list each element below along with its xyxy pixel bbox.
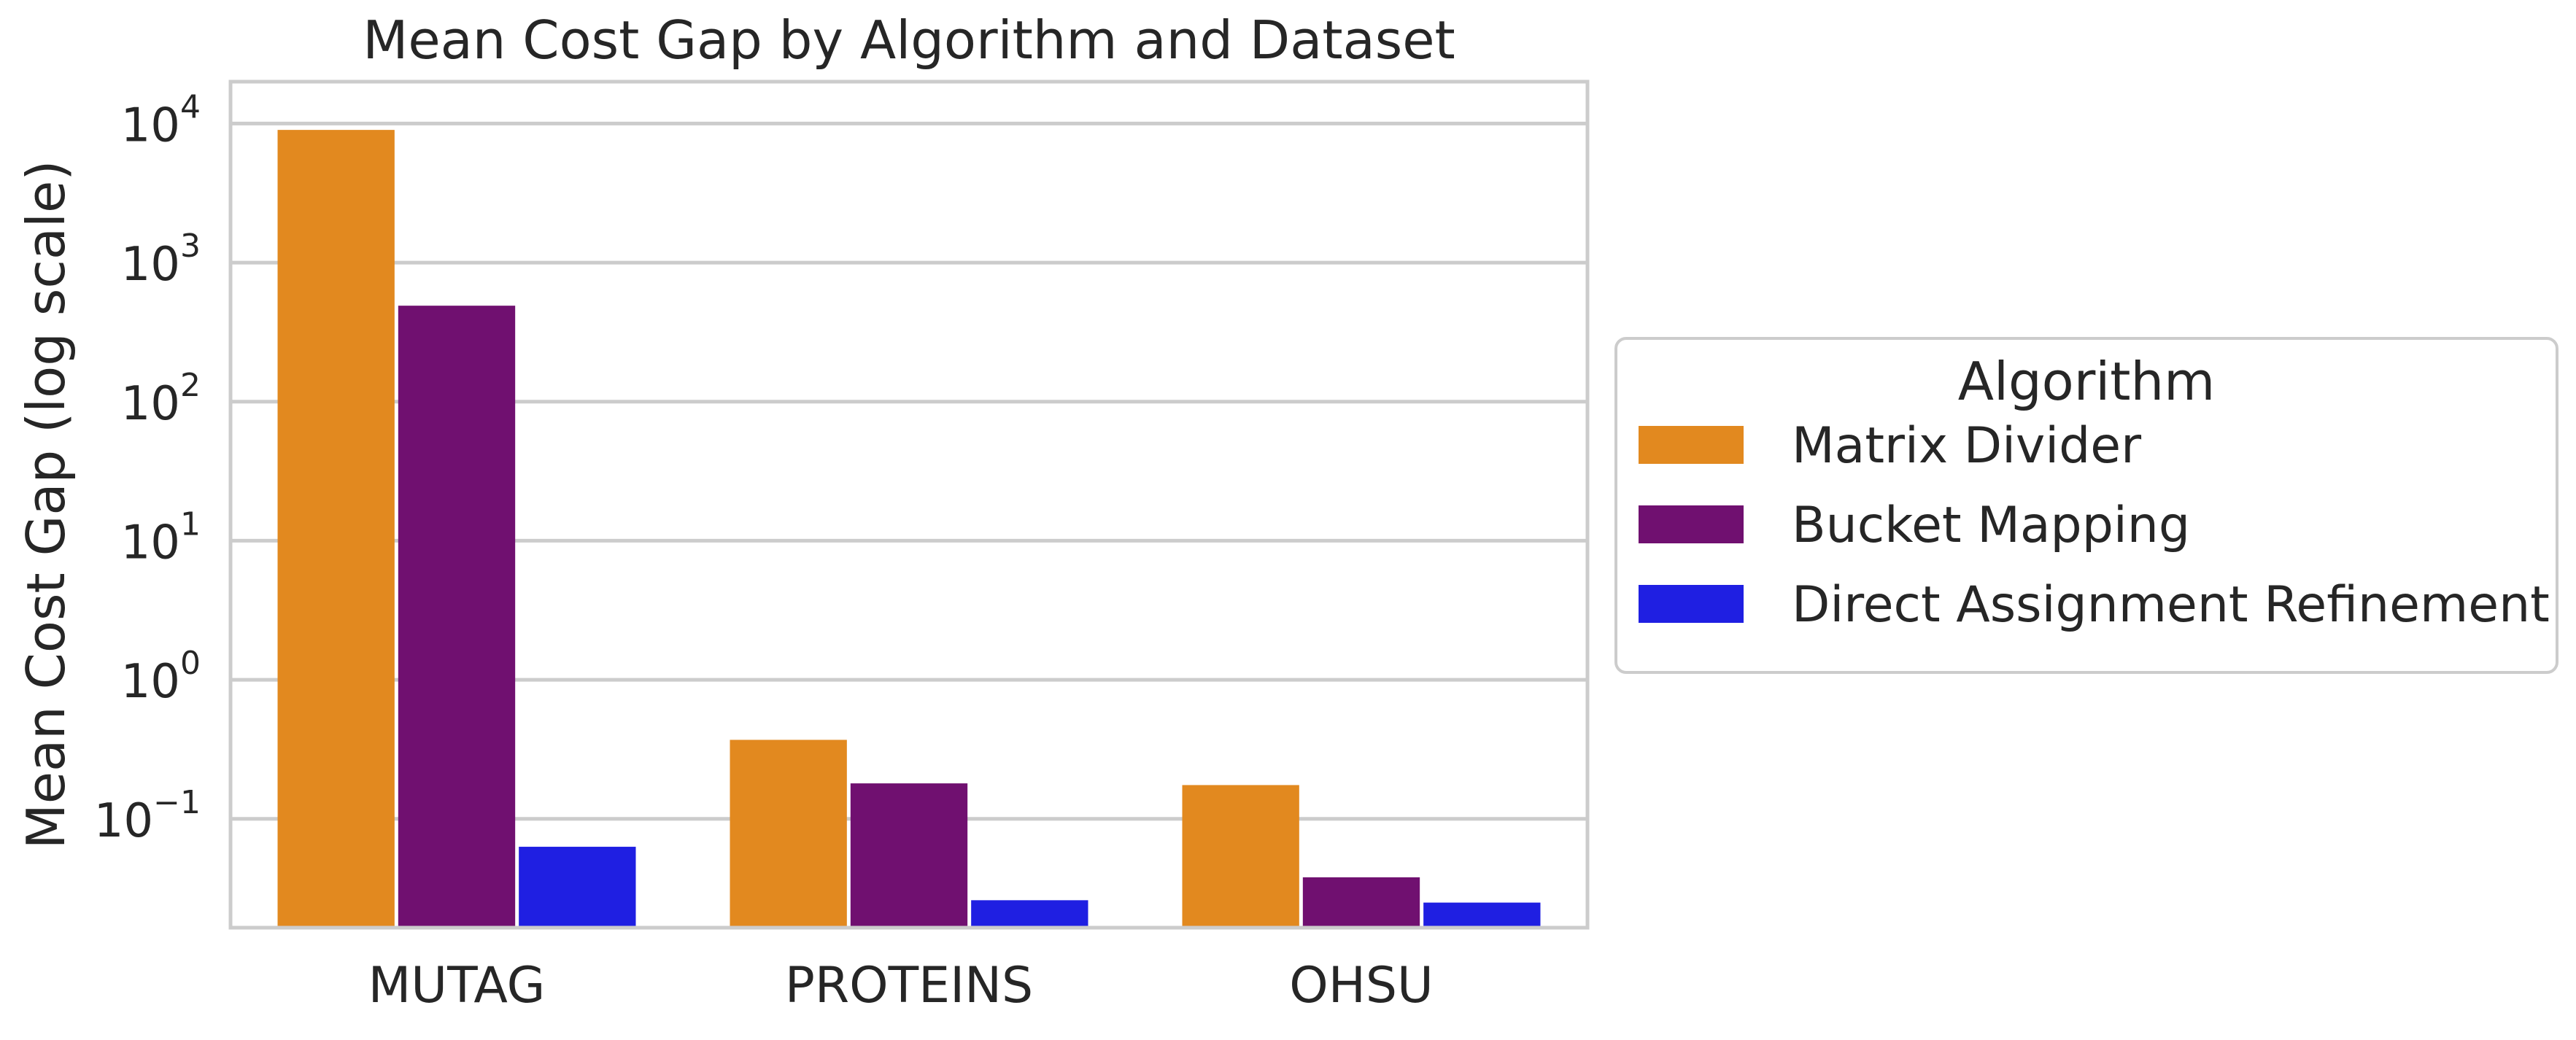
x-tick-label: MUTAG	[368, 957, 546, 1014]
legend-swatch	[1639, 585, 1744, 623]
legend-entry: Bucket Mapping	[1792, 497, 2190, 554]
bar-ohsu-bucket-mapping	[1302, 877, 1420, 928]
y-tick-label: 103	[121, 228, 201, 292]
bar-mutag-bucket-mapping	[398, 306, 516, 928]
bar-proteins-bucket-mapping	[850, 783, 968, 928]
x-axis-ticks: MUTAG PROTEINS OHSU	[368, 957, 1434, 1014]
y-axis-label: Mean Cost Gap (log scale)	[15, 160, 77, 850]
y-tick-label: 104	[121, 88, 201, 152]
plot-frame	[228, 79, 1590, 930]
y-axis-ticks: 10−1 100 101 102 103 104	[94, 88, 201, 847]
legend: Algorithm Matrix Divider Bucket Mapping Di…	[1614, 337, 2558, 674]
bars	[277, 130, 1541, 928]
bar-mutag-direct-assignment-refinement	[519, 847, 636, 928]
bar-mutag-matrix-divider	[277, 130, 395, 928]
legend-items: Matrix Divider Bucket Mapping Direct Assig…	[1639, 417, 2550, 634]
chart-title: Mean Cost Gap by Algorithm and Dataset	[363, 9, 1455, 71]
y-tick-label: 10−1	[94, 784, 201, 848]
bar-proteins-matrix-divider	[730, 740, 847, 928]
legend-frame	[1614, 337, 2558, 674]
bar-ohsu-matrix-divider	[1182, 785, 1299, 928]
x-tick-label: PROTEINS	[785, 957, 1033, 1014]
legend-entry: Direct Assignment Refinement	[1792, 576, 2550, 634]
y-tick-label: 102	[121, 367, 201, 431]
x-tick-label: OHSU	[1289, 957, 1434, 1014]
bar-proteins-direct-assignment-refinement	[971, 900, 1088, 928]
legend-swatch	[1639, 505, 1744, 543]
bar-ohsu-direct-assignment-refinement	[1423, 902, 1541, 928]
legend-swatch	[1639, 426, 1744, 464]
y-tick-label: 101	[121, 505, 201, 570]
legend-entry: Matrix Divider	[1792, 417, 2141, 475]
y-tick-label: 100	[121, 645, 201, 709]
legend-title: Algorithm	[1958, 351, 2216, 412]
